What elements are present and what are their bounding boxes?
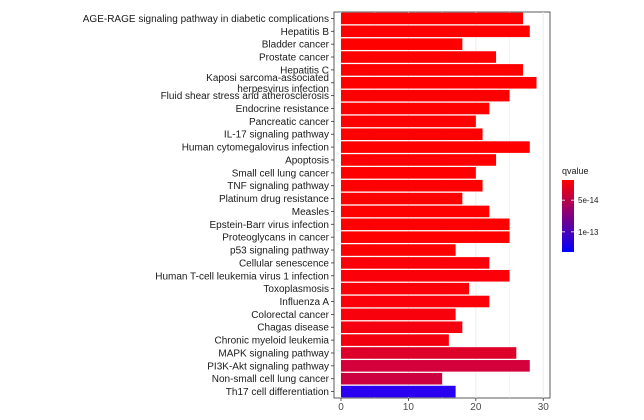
category-label: Prostate cancer (259, 53, 330, 64)
category-label: MAPK signaling pathway (218, 348, 329, 359)
category-label: IL-17 signaling pathway (224, 130, 329, 141)
bar (341, 76, 537, 89)
bar (341, 102, 490, 115)
category-label: Chronic myeloid leukemia (215, 336, 330, 347)
bar (341, 360, 530, 372)
legend-title: qvalue (562, 166, 589, 176)
category-label: p53 signaling pathway (230, 246, 329, 257)
x-tick-label: 20 (470, 402, 482, 413)
bar (341, 244, 456, 256)
category-label: Chagas disease (257, 323, 329, 334)
bar (341, 167, 476, 179)
category-label: AGE-RAGE signaling pathway in diabetic c… (83, 14, 329, 25)
bar (341, 257, 490, 269)
bar (341, 115, 476, 128)
bar (341, 372, 443, 385)
category-label: Pancreatic cancer (249, 117, 330, 128)
bar (341, 141, 530, 153)
category-label: Colorectal cancer (251, 310, 329, 321)
category-label: PI3K-Akt signaling pathway (207, 361, 329, 372)
category-label: Platinum drug resistance (219, 194, 329, 205)
bar (341, 269, 510, 282)
category-label: Cellular senescence (239, 258, 329, 269)
category-label: Kaposi sarcoma-associated herpesvirus inf… (206, 73, 329, 95)
legend-ticks: 5e-14 1e-13 (562, 196, 599, 237)
legend-colorbar (562, 180, 574, 252)
bar (341, 347, 517, 359)
bar (341, 25, 530, 38)
x-tick-label: 0 (338, 402, 344, 413)
category-label: Small cell lung cancer (232, 168, 330, 179)
x-tick-label: 30 (538, 402, 550, 413)
category-label: Epstein-Barr virus infection (210, 220, 330, 231)
bar (341, 205, 490, 218)
legend-tick-label: 5e-14 (578, 196, 599, 205)
bar (341, 51, 497, 63)
bars (341, 12, 537, 398)
category-label: Apoptosis (285, 155, 329, 166)
grid-lines (340, 12, 544, 398)
category-label: Influenza A (280, 297, 330, 308)
category-label: Th17 cell differentiation (226, 387, 329, 398)
bar (341, 64, 524, 76)
bar (341, 282, 470, 295)
category-label: Fluid shear stress and atherosclerosis (161, 91, 329, 102)
bar (341, 295, 490, 308)
bar (341, 231, 510, 243)
bar (341, 334, 449, 346)
bar (341, 154, 497, 166)
category-labels: AGE-RAGE signaling pathway in diabetic c… (83, 14, 334, 398)
x-axis: 0 10 20 30 (338, 398, 549, 413)
category-label: Proteoglycans in cancer (222, 233, 329, 244)
bar (341, 308, 456, 321)
bar (341, 192, 463, 205)
bar (341, 128, 483, 141)
bar (341, 321, 463, 334)
category-label: Endocrine resistance (236, 104, 330, 115)
category-label: Bladder cancer (262, 40, 330, 51)
legend: qvalue 5e-14 1e-13 (562, 166, 599, 252)
category-label: Hepatitis B (281, 27, 330, 38)
legend-tick-label: 1e-13 (578, 228, 599, 237)
bar (341, 38, 463, 50)
x-tick-label: 10 (403, 402, 415, 413)
category-label: Hepatitis C (280, 65, 329, 76)
category-label: Human T-cell leukemia virus 1 infection (155, 271, 329, 282)
bar (341, 385, 456, 398)
bar (341, 179, 483, 192)
bar (341, 89, 510, 102)
bar (341, 12, 524, 25)
category-label: Non-small cell lung cancer (212, 374, 330, 385)
category-label: Measles (292, 207, 329, 218)
category-label: Human cytomegalovirus infection (182, 143, 329, 154)
category-label: Toxoplasmosis (263, 284, 329, 295)
category-label: TNF signaling pathway (227, 181, 329, 192)
bar (341, 218, 510, 231)
